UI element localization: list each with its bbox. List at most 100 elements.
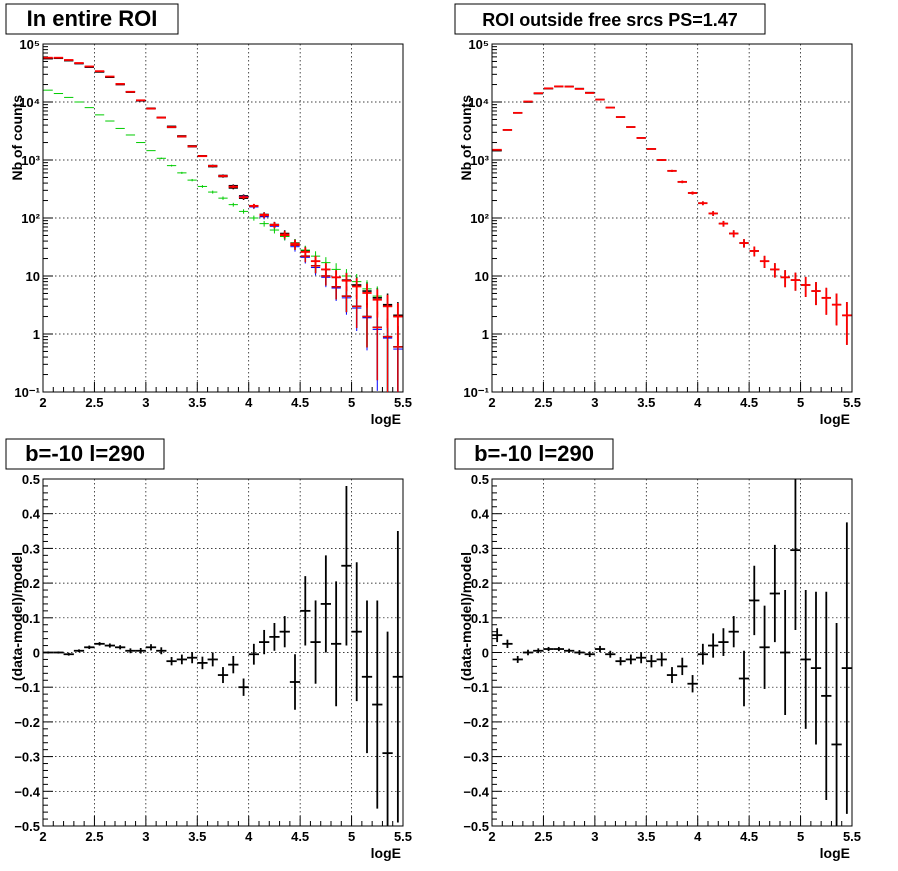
y-axis-label: (data-model)/model — [9, 552, 25, 681]
series-1 — [43, 57, 403, 392]
y-tick-label: 10 — [26, 269, 40, 284]
x-tick-label: 5.5 — [394, 829, 412, 844]
y-tick-label: 0.5 — [471, 472, 489, 487]
y-tick-label: −0.3 — [14, 750, 40, 765]
x-tick-label: 2 — [39, 829, 46, 844]
y-tick-label: −0.3 — [463, 750, 489, 765]
x-tick-label: 2.5 — [534, 395, 552, 410]
x-tick-label: 4 — [694, 395, 702, 410]
x-tick-label: 2 — [39, 395, 46, 410]
grid — [42, 478, 404, 827]
tick-marks — [42, 43, 404, 393]
y-tick-label: −0.2 — [14, 715, 40, 730]
series-3 — [43, 57, 403, 392]
y-tick-label: 10⁴ — [468, 95, 489, 110]
grid — [42, 43, 404, 393]
y-tick-label: 0.1 — [471, 611, 489, 626]
series-5 — [43, 89, 403, 348]
x-axis-label: logE — [371, 411, 401, 427]
y-tick-label: 0 — [33, 646, 40, 661]
y-tick-label: 0 — [482, 646, 489, 661]
y-tick-label: −0.5 — [14, 819, 40, 834]
y-tick-label: 0.3 — [471, 541, 489, 556]
title-box — [454, 3, 766, 35]
series-2 — [492, 85, 852, 345]
x-tick-label: 4 — [245, 829, 253, 844]
chart-panel-2: 2 2.5 3 3.5 4 4.5 5 5.5 10⁻¹ 1 10 10² 10³ 10⁴ 10⁵ logE N… — [454, 3, 861, 427]
x-tick-label: 2.5 — [85, 395, 103, 410]
x-tick-label: 2.5 — [85, 829, 103, 844]
y-tick-label: 10⁵ — [19, 37, 40, 52]
y-tick-label: 0.3 — [22, 541, 40, 556]
x-tick-label: 5 — [348, 395, 355, 410]
series-6 — [43, 56, 403, 348]
series-1 — [492, 85, 852, 345]
y-tick-label: 1 — [482, 327, 489, 342]
y-tick-label: 1 — [33, 327, 40, 342]
y-tick-label: 0.2 — [471, 576, 489, 591]
x-tick-label: 4.5 — [291, 829, 309, 844]
x-tick-label: 4 — [694, 829, 702, 844]
x-tick-label: 4.5 — [291, 395, 309, 410]
x-tick-label: 2 — [488, 395, 495, 410]
y-tick-label: 0.1 — [22, 611, 40, 626]
x-tick-label: 4 — [245, 395, 253, 410]
y-tick-label: −0.2 — [463, 715, 489, 730]
y-tick-label: 10³ — [470, 153, 489, 168]
chart-title: b=-10 l=290 — [474, 441, 594, 466]
x-tick-label: 3 — [591, 829, 598, 844]
y-tick-label: 0.4 — [471, 507, 490, 522]
y-tick-label: 10³ — [21, 153, 40, 168]
x-tick-label: 2 — [488, 829, 495, 844]
title-box — [5, 438, 165, 470]
y-axis-label: Nb of counts — [9, 95, 25, 181]
x-tick-label: 3.5 — [188, 829, 206, 844]
y-tick-label: −0.4 — [14, 784, 40, 799]
x-tick-label: 2.5 — [534, 829, 552, 844]
chart-title: ROI outside free srcs PS=1.47 — [482, 10, 738, 30]
title-box — [454, 438, 614, 470]
x-tick-label: 3 — [142, 395, 149, 410]
chart-panel-4: 2 2.5 3 3.5 4 4.5 5 5.5 −0.5 −0.4 −0.3 −0.2 −0.1 0 0.1… — [454, 438, 861, 861]
chart-title: In entire ROI — [27, 6, 158, 31]
x-tick-label: 3.5 — [188, 395, 206, 410]
x-tick-label: 5 — [348, 829, 355, 844]
y-tick-label: 10⁻¹ — [14, 385, 40, 400]
x-tick-label: 5.5 — [843, 395, 861, 410]
y-tick-label: 10² — [21, 211, 40, 226]
grid — [491, 478, 853, 827]
x-axis-label: logE — [820, 845, 850, 861]
title-box — [5, 3, 179, 35]
x-tick-label: 5.5 — [394, 395, 412, 410]
y-tick-label: 0.2 — [22, 576, 40, 591]
series-4 — [43, 57, 403, 345]
x-axis-label: logE — [820, 411, 850, 427]
y-tick-label: −0.1 — [14, 680, 40, 695]
x-tick-label: 3.5 — [637, 395, 655, 410]
y-tick-label: 0.4 — [22, 507, 41, 522]
x-tick-label: 4.5 — [740, 395, 758, 410]
y-tick-label: −0.1 — [463, 680, 489, 695]
y-tick-label: 10⁴ — [19, 95, 40, 110]
x-tick-label: 4.5 — [740, 829, 758, 844]
y-axis-label: (data-model)/model — [458, 552, 474, 681]
y-tick-label: 10² — [470, 211, 489, 226]
y-tick-label: 0.5 — [22, 472, 40, 487]
y-tick-label: 10⁵ — [468, 37, 489, 52]
tick-marks — [491, 478, 853, 827]
y-tick-label: 10⁻¹ — [463, 385, 489, 400]
x-tick-label: 3.5 — [637, 829, 655, 844]
chart-panel-3: 2 2.5 3 3.5 4 4.5 5 5.5 −0.5 −0.4 −0.3 −0.2 −0.1 0 0.1… — [5, 438, 412, 861]
grid — [491, 43, 853, 393]
series-1 — [43, 485, 403, 826]
series-2 — [43, 57, 403, 392]
y-tick-label: −0.4 — [463, 784, 489, 799]
x-axis-label: logE — [371, 845, 401, 861]
x-tick-label: 5 — [797, 395, 804, 410]
x-tick-label: 5 — [797, 829, 804, 844]
y-tick-label: −0.5 — [463, 819, 489, 834]
chart-panel-1: 2 2.5 3 3.5 4 4.5 5 5.5 10⁻¹ 1 10 10² 10³ 10⁴ 10⁵ logE N… — [5, 3, 412, 427]
chart-title: b=-10 l=290 — [25, 441, 145, 466]
x-tick-label: 3 — [591, 395, 598, 410]
